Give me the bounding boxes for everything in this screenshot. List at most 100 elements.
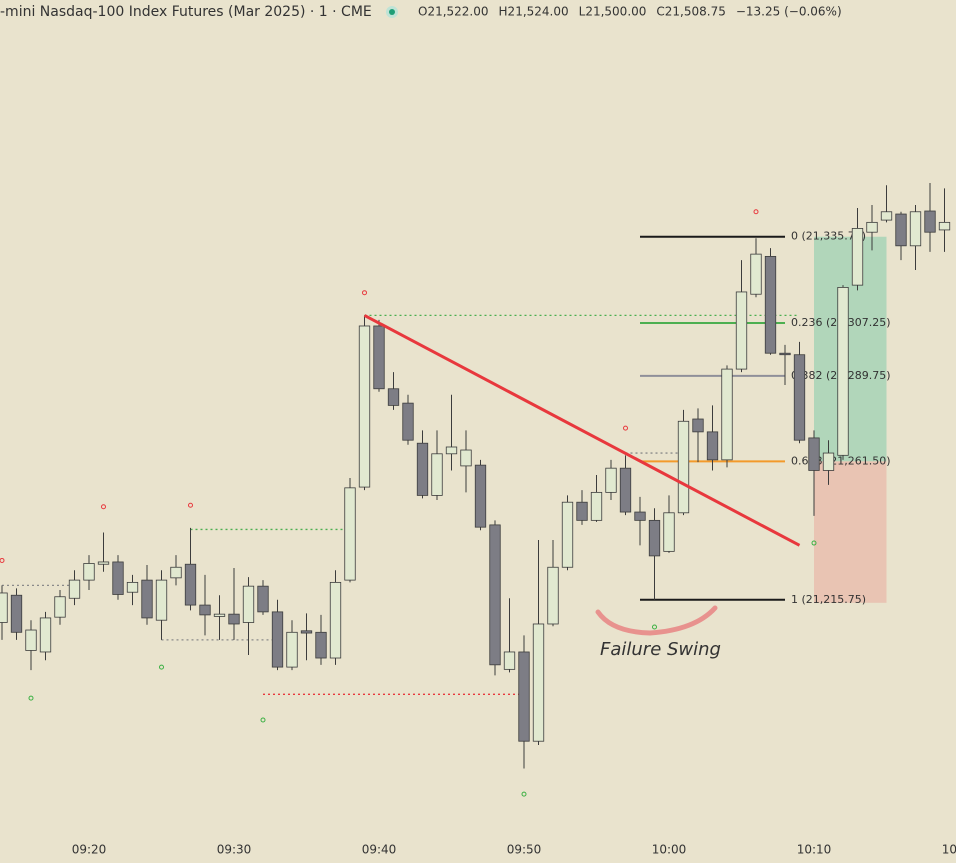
pivot-low xyxy=(652,624,657,630)
candle-body xyxy=(141,579,153,619)
candle-body xyxy=(880,211,893,221)
candle-body xyxy=(561,501,574,568)
candle-body xyxy=(97,561,110,565)
candle-body xyxy=(402,402,414,441)
candle-body xyxy=(648,519,661,557)
candle-body xyxy=(358,325,371,488)
x-tick-label: 09:30 xyxy=(217,843,252,857)
candle-body xyxy=(25,629,37,651)
candle-body xyxy=(489,524,501,666)
pivot-high xyxy=(623,425,628,431)
pivot-low xyxy=(811,540,817,546)
candle-body xyxy=(199,604,211,616)
candle-body xyxy=(155,579,168,621)
candle-body xyxy=(692,418,704,433)
candle-body xyxy=(228,613,240,625)
candle-body xyxy=(257,585,269,613)
candle-body xyxy=(677,420,690,514)
ohlc-value: −13.25 (−0.06%) xyxy=(736,5,842,19)
candle-body xyxy=(387,388,400,406)
x-tick-label: 10:10 xyxy=(797,843,832,857)
annotation: Failure Swing xyxy=(600,639,721,660)
candle-body xyxy=(706,431,719,461)
candle-body xyxy=(503,651,516,670)
candle-body xyxy=(764,255,777,354)
x-tick-label: 09:50 xyxy=(507,843,542,857)
candle-body xyxy=(735,291,748,370)
ohlc-value: L21,500.00 xyxy=(579,5,647,19)
x-tick-label: 10:00 xyxy=(652,843,687,857)
candle-body xyxy=(242,585,255,623)
candle-body xyxy=(895,213,907,247)
candle-body xyxy=(329,581,342,659)
pivot-high xyxy=(188,502,193,508)
candle-body xyxy=(300,630,313,634)
candle-body xyxy=(822,452,835,471)
stop-zone xyxy=(814,461,887,603)
candle-body xyxy=(213,613,226,617)
candle-body xyxy=(851,228,864,286)
ohlc-value: H21,524.00 xyxy=(499,5,569,19)
candle-body xyxy=(750,253,762,295)
target-zone xyxy=(814,236,887,462)
ohlc-value: O21,522.00 xyxy=(418,5,489,19)
candle-body xyxy=(0,592,8,623)
candle-body xyxy=(344,487,356,581)
fib-label: 1 (21,215.75) xyxy=(791,593,866,606)
candle-body xyxy=(924,210,936,233)
candle-body xyxy=(605,467,617,493)
pivot-high xyxy=(0,557,5,563)
candle-body xyxy=(837,287,849,456)
ohlc-legend: O21,522.00 H21,524.00 L21,500.00 C21,508.75… xyxy=(418,5,842,19)
candle-body xyxy=(126,581,139,593)
candle-body xyxy=(112,561,124,595)
candle-body xyxy=(460,449,472,467)
candle-body xyxy=(663,512,675,552)
candle-body xyxy=(938,221,951,231)
candle-body xyxy=(721,368,733,461)
candle-body xyxy=(619,467,632,513)
candle-body xyxy=(532,623,545,742)
candle-body xyxy=(445,446,458,455)
ohlc-value: C21,508.75 xyxy=(656,5,725,19)
candle-body xyxy=(779,352,791,356)
candle-body xyxy=(286,631,298,668)
candle-body xyxy=(518,651,530,742)
candle-body xyxy=(373,325,385,390)
candle-body xyxy=(39,617,52,653)
candle-body xyxy=(83,563,95,581)
pivot-high xyxy=(753,209,759,215)
candle-body xyxy=(590,491,603,521)
candle-body xyxy=(10,594,23,633)
status-dot xyxy=(389,9,395,15)
candle-body xyxy=(576,501,588,521)
pivot-high xyxy=(362,290,367,296)
chart-title: -mini Nasdaq-100 Index Futures (Mar 2025… xyxy=(0,4,372,20)
candle-body xyxy=(431,453,443,496)
x-tick-label: 09:40 xyxy=(362,843,397,857)
candle-body xyxy=(315,631,327,659)
candle-body xyxy=(184,563,197,606)
trendline xyxy=(363,314,801,547)
x-tick-label: 09:20 xyxy=(72,843,107,857)
pivot-low xyxy=(28,695,34,701)
candle-body xyxy=(271,611,284,668)
pivot-low xyxy=(260,717,266,723)
pivot-low xyxy=(521,791,527,797)
fib-label: 0.618 (21,261.50) xyxy=(791,454,891,467)
candle-body xyxy=(634,511,646,521)
candle-body xyxy=(416,442,429,496)
candle-body xyxy=(170,566,182,579)
candle-body xyxy=(474,464,487,528)
swing-arc xyxy=(595,605,718,636)
fib-label: 0 (21,335.75) xyxy=(791,230,866,243)
candle-body xyxy=(866,221,878,233)
candle-body xyxy=(909,211,922,247)
pivot-high xyxy=(101,504,106,510)
candle-body xyxy=(68,579,81,599)
x-tick-label: 10:20 xyxy=(942,843,956,857)
candle-body xyxy=(547,566,559,625)
pivot-low xyxy=(159,664,164,670)
